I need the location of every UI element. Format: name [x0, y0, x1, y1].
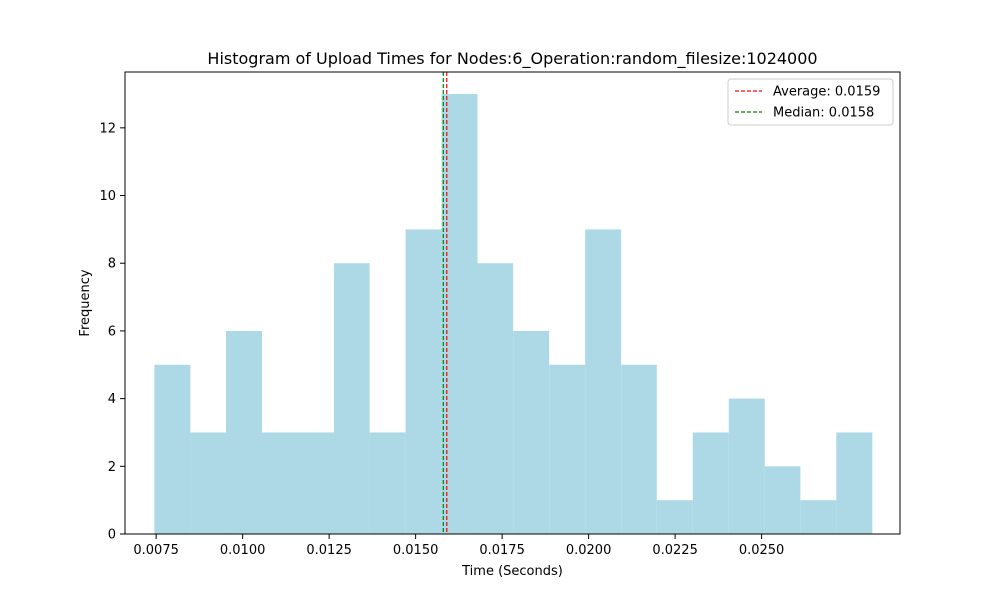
y-tick-label: 6 [108, 324, 116, 339]
y-tick-label: 2 [108, 460, 116, 475]
histogram-bar [405, 229, 442, 534]
histogram-bar [154, 364, 191, 534]
reference-lines [442, 72, 448, 534]
histogram-bar [262, 432, 298, 534]
histogram-bar [297, 432, 334, 534]
x-tick-label: 0.0250 [739, 543, 785, 558]
x-tick-label: 0.0200 [566, 543, 612, 558]
y-axis-label: Frequency [78, 269, 93, 336]
x-tick-label: 0.0100 [220, 543, 266, 558]
plot-frame [124, 71, 901, 535]
y-tick-label: 8 [108, 257, 116, 272]
legend: Average: 0.0159 Median: 0.0158 [727, 78, 894, 126]
histogram-bar [621, 364, 657, 534]
x-tick-label: 0.0075 [133, 543, 179, 558]
legend-box [727, 78, 894, 126]
y-tick-label: 4 [108, 392, 116, 407]
histogram-bar [656, 500, 693, 534]
histogram-bar [764, 466, 801, 534]
y-axis-ticks: 0 2 4 6 8 10 12 [99, 121, 125, 543]
legend-entry-label: Median: 0.0158 [773, 106, 874, 121]
histogram-bar [800, 500, 837, 534]
y-tick-label: 0 [108, 528, 116, 543]
x-axis-ticks: 0.0075 0.0100 0.0125 0.0150 0.0175 0.0200 0.02… [133, 534, 784, 558]
histogram-bar [226, 330, 263, 534]
histogram-bar [477, 263, 514, 534]
x-tick-label: 0.0125 [306, 543, 352, 558]
histogram-bar [692, 432, 729, 534]
histogram-bar [441, 94, 478, 534]
legend-entry-label: Average: 0.0159 [773, 85, 880, 100]
x-tick-label: 0.0175 [479, 543, 525, 558]
histogram-bar [836, 432, 873, 534]
x-tick-label: 0.0150 [393, 543, 439, 558]
y-tick-label: 10 [99, 189, 116, 204]
x-tick-label: 0.0225 [652, 543, 698, 558]
histogram-bar [369, 432, 406, 534]
y-tick-label: 12 [99, 121, 116, 136]
histogram-bar [513, 330, 550, 534]
x-axis-label: Time (Seconds) [461, 564, 563, 579]
bars-group [154, 94, 873, 534]
histogram-bar [585, 229, 622, 534]
histogram-bar [728, 398, 765, 534]
histogram-bar [190, 432, 227, 534]
histogram-bar [549, 364, 586, 534]
histogram-bar [333, 263, 370, 534]
chart-title: Histogram of Upload Times for Nodes:6_Op… [207, 49, 817, 69]
